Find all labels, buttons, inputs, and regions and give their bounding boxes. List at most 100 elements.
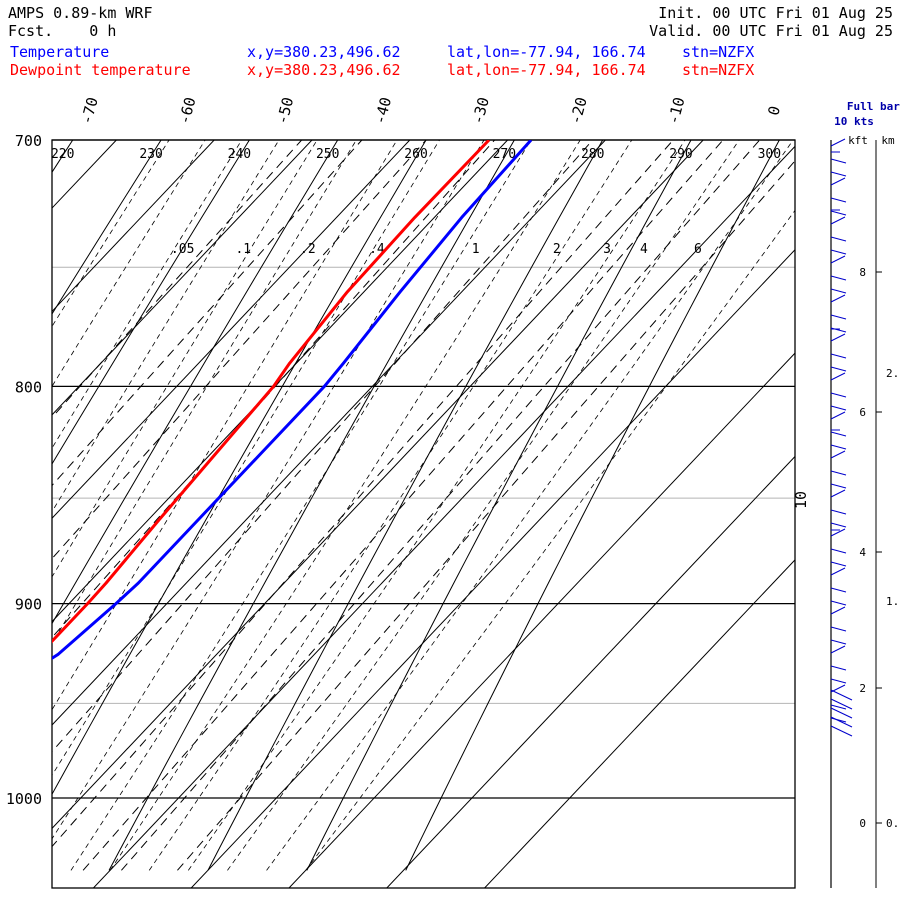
isotherm-top-label: -10 <box>664 95 688 126</box>
isotherm <box>190 248 795 888</box>
mixing-ratio-line <box>52 140 427 560</box>
wind-barb <box>830 725 853 737</box>
dry-adiabat-label: 270 <box>493 147 516 162</box>
isotherm <box>52 140 704 830</box>
mixing-ratio-label: 2 <box>553 242 561 257</box>
wind-barb <box>830 548 847 554</box>
legend-dewpoint-xy: x,y=380.23,496.62 <box>247 61 401 79</box>
kft-tick-label: 8 <box>859 266 866 279</box>
kft-axis-label: kft <box>848 134 868 147</box>
mixing-ratio-label: .1 <box>235 242 251 257</box>
kft-tick-label: 4 <box>859 546 866 559</box>
km-axis-label: km <box>881 134 895 147</box>
legend-temperature-name: Temperature <box>10 43 110 61</box>
moist-adiabat <box>52 140 357 644</box>
isotherm <box>386 455 795 888</box>
km-tick-label: 2. <box>886 367 899 380</box>
wind-barb <box>830 509 847 515</box>
wind-barb <box>830 411 846 420</box>
mixing-ratio-line <box>121 140 761 871</box>
wind-barb <box>830 665 847 671</box>
isotherm <box>0 140 19 888</box>
mixing-ratio-label: .05 <box>171 242 194 257</box>
isotherm-top-label: -70 <box>77 95 101 126</box>
isotherm <box>288 352 795 888</box>
mixing-ratio-line <box>52 140 303 419</box>
dry-adiabat-label: 260 <box>404 147 427 162</box>
wind-barb <box>830 353 847 359</box>
wind-barb <box>830 704 847 710</box>
dry-adiabat <box>52 140 339 625</box>
wind-barb <box>830 138 846 147</box>
wind-barb <box>830 587 847 593</box>
wind-barb <box>830 698 853 710</box>
wind-barb <box>830 470 847 476</box>
wind-barb <box>830 444 847 450</box>
isotherm-top-label: -30 <box>469 95 493 126</box>
wind-barb <box>830 528 846 537</box>
wind-barb <box>830 431 847 437</box>
moist-adiabat <box>70 140 532 871</box>
isotherm <box>52 140 313 416</box>
moist-adiabat <box>52 140 206 388</box>
dewpoint-profile <box>52 140 491 644</box>
init-time: Init. 00 UTC Fri 01 Aug 25 <box>658 4 893 22</box>
wind-barb <box>830 314 847 320</box>
pressure-tick-label: 800 <box>15 378 42 396</box>
pressure-tick-label: 900 <box>15 596 42 614</box>
kft-tick-label: 2 <box>859 682 866 695</box>
isotherm-top-label: -60 <box>175 95 199 126</box>
moist-adiabat <box>227 140 740 871</box>
legend-temperature-xy: x,y=380.23,496.62 <box>247 43 401 61</box>
wind-barb <box>830 522 847 528</box>
km-tick-label: 1. <box>886 595 899 608</box>
wind-barb <box>830 255 846 264</box>
wind-barb <box>830 707 853 719</box>
moist-adiabat <box>266 140 794 871</box>
wind-barb <box>830 678 847 684</box>
pressure-tick-label: 700 <box>15 132 42 150</box>
wind-barb <box>830 158 847 164</box>
mixing-ratio-line <box>52 140 674 848</box>
moist-adiabat <box>52 140 170 328</box>
dry-adiabat <box>405 140 780 871</box>
moist-adiabat <box>52 140 485 840</box>
isotherm <box>93 145 795 888</box>
mixing-ratio-label: .2 <box>300 242 316 257</box>
wind-barb <box>830 333 846 342</box>
dry-adiabat <box>306 140 692 871</box>
wind-barb <box>830 405 847 411</box>
km-tick-label: 0. <box>886 817 899 830</box>
barb-note-line1: Full barb: <box>847 100 900 113</box>
isotherm <box>52 140 606 726</box>
moist-adiabat <box>52 140 398 711</box>
mixing-ratio-label: 1 <box>472 242 480 257</box>
mixing-ratio-line <box>82 140 724 871</box>
legend-temperature-station: stn=NZFX <box>682 43 755 61</box>
moist-adiabat <box>305 209 795 871</box>
plot-border <box>51 139 796 889</box>
wind-barb <box>830 450 846 459</box>
isotherm-top-label: 0 <box>764 104 784 117</box>
wind-barb <box>830 639 847 645</box>
legend-dewpoint-station: stn=NZFX <box>682 61 755 79</box>
moist-adiabat <box>148 140 633 871</box>
mixing-ratio-line <box>52 140 363 487</box>
model-title: AMPS 0.89-km WRF <box>8 4 153 22</box>
wind-barb <box>830 716 853 728</box>
side-label: 10 <box>792 491 810 509</box>
wind-barb <box>830 689 853 701</box>
wind-barb <box>830 210 847 216</box>
dry-adiabat <box>52 140 162 315</box>
isotherm <box>52 140 215 313</box>
moist-adiabat <box>52 140 440 777</box>
dry-adiabat-label: 220 <box>51 147 74 162</box>
barb-note-line2: 10 kts <box>834 115 874 128</box>
wind-barb <box>830 372 846 381</box>
wind-barb <box>830 483 847 489</box>
isotherm-top-label: -50 <box>273 95 297 126</box>
dry-adiabat <box>52 140 250 465</box>
wind-barb <box>830 626 847 632</box>
